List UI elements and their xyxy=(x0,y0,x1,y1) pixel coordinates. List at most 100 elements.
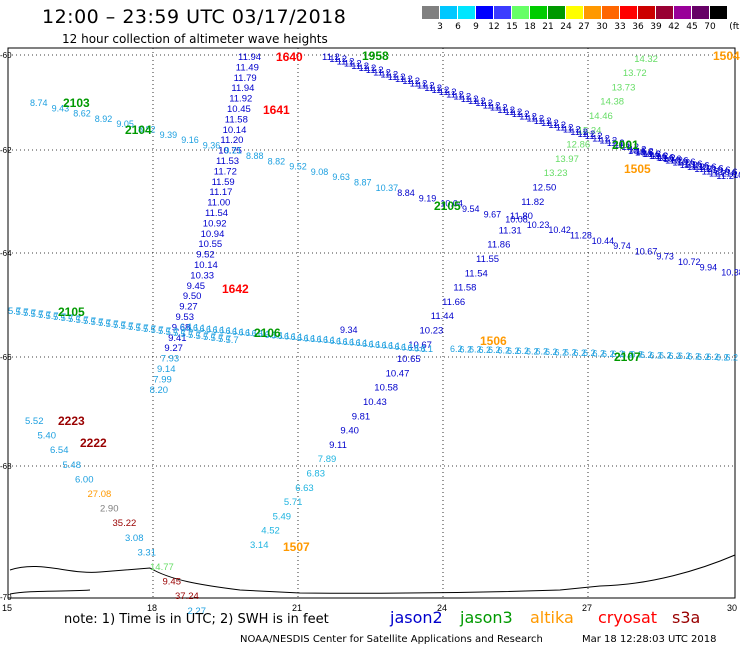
x-tick-label: 18 xyxy=(147,603,157,613)
swh-value: 6.2 xyxy=(602,349,615,359)
swh-value: 11.79 xyxy=(234,73,257,84)
pass-time-label: 2223 xyxy=(58,414,85,428)
pass-time-label: 1505 xyxy=(624,162,651,176)
swh-value: 9.52 xyxy=(196,250,215,261)
swh-value: 11.54 xyxy=(205,208,228,219)
map-subtitle: 12 hour collection of altimeter wave hei… xyxy=(62,32,328,46)
x-tick-label: 27 xyxy=(582,603,592,613)
swh-value: 10.6 xyxy=(726,168,740,179)
swh-value: 11.2 xyxy=(672,158,690,169)
swh-value: 10.6 xyxy=(691,160,710,171)
swh-value: 9.43 xyxy=(52,103,70,113)
swh-value: 11.2 xyxy=(322,52,340,63)
swh-value: 11.2 xyxy=(585,131,603,142)
swh-value: 11.2 xyxy=(694,164,712,175)
pass-time-label: 1641 xyxy=(263,103,290,117)
swh-value: 10.08 xyxy=(505,215,528,225)
y-tick-label: -62 xyxy=(0,146,12,155)
swh-value: 10.14 xyxy=(223,125,247,136)
swh-value: 10.65 xyxy=(397,354,421,365)
swh-value: 6.2 xyxy=(536,347,549,357)
swh-value: 5.7 xyxy=(46,311,59,322)
swh-value: 11.2 xyxy=(475,98,493,109)
swh-value: 10.6 xyxy=(635,148,654,159)
swh-value: 6.1 xyxy=(369,339,382,349)
swh-value: 11.58 xyxy=(453,283,476,294)
swh-value: 6.2 xyxy=(593,349,606,359)
swh-value: 8.84 xyxy=(397,188,415,198)
satellite-legend-jason3: jason3 xyxy=(460,608,513,627)
swh-value: 11.2 xyxy=(534,116,552,127)
swh-value: 10.04 xyxy=(440,199,463,209)
swh-value: 11.66 xyxy=(442,297,465,308)
swh-value: 11.2 xyxy=(687,162,705,173)
swh-value: 5.48 xyxy=(63,460,82,471)
pass-time-label: 1642 xyxy=(222,282,249,296)
swh-value: 11.49 xyxy=(236,62,259,73)
legend-swatch xyxy=(710,6,727,19)
swh-value: 6.1 xyxy=(213,325,226,335)
pass-time-label: 2106 xyxy=(254,326,281,340)
swh-value: 6.1 xyxy=(187,323,200,333)
swh-value: 9.94 xyxy=(700,262,718,272)
x-tick-label: 30 xyxy=(727,603,737,613)
swh-value: 9.40 xyxy=(340,426,359,437)
swh-value: 6.1 xyxy=(206,324,219,334)
swh-value: 11.2 xyxy=(680,160,698,171)
swh-value: 6.2 xyxy=(612,349,625,359)
swh-value: 10.38 xyxy=(721,268,740,278)
swh-value: 9.27 xyxy=(164,343,183,354)
swh-value: 5.7 xyxy=(218,334,231,345)
swh-value: 10.6 xyxy=(670,156,689,167)
swh-value: 6.1 xyxy=(258,329,271,339)
swh-value: 11.54 xyxy=(465,268,488,279)
swh-value: 11.2 xyxy=(636,147,654,158)
swh-value: 37.24 xyxy=(175,591,199,602)
swh-value: 9.63 xyxy=(332,172,350,182)
footnote: note: 1) Time is in UTC; 2) SWH is in fe… xyxy=(64,612,329,627)
swh-value: 8.88 xyxy=(246,151,264,161)
swh-value: 6.1 xyxy=(291,332,304,342)
swh-value: 11.2 xyxy=(417,81,435,92)
swh-value: 10.43 xyxy=(363,397,387,408)
swh-value: 6.2 xyxy=(574,348,587,358)
swh-value: 10.45 xyxy=(227,104,251,115)
pass-time-label: 2105 xyxy=(434,199,461,213)
legend-label: 12 xyxy=(488,22,500,32)
legend-swatch xyxy=(602,6,619,19)
swh-value: 6.1 xyxy=(421,344,434,354)
swh-value: 9.21 xyxy=(224,146,242,156)
swh-value: 6.1 xyxy=(304,333,317,343)
swh-value: 11.2 xyxy=(402,76,420,87)
swh-value: 5.7 xyxy=(8,306,21,317)
swh-value: 11.31 xyxy=(499,225,522,236)
swh-value: 11.2 xyxy=(424,83,442,94)
timestamp: Mar 18 12:28:03 UTC 2018 xyxy=(582,634,717,645)
swh-value: 9.08 xyxy=(311,167,329,177)
swh-value: 14.46 xyxy=(589,111,613,122)
y-tick-label: -66 xyxy=(0,353,12,362)
swh-value: 6.1 xyxy=(323,335,336,345)
swh-value: 11.94 xyxy=(231,83,254,94)
legend-label: 24 xyxy=(560,22,572,32)
legend-label: 36 xyxy=(632,22,644,32)
satellite-legend-cryosat: cryosat xyxy=(598,608,658,627)
swh-value: 6.2 xyxy=(707,352,720,362)
swh-value: 11.2 xyxy=(592,133,610,144)
swh-value: 11.58 xyxy=(225,114,248,125)
swh-value: 6.1 xyxy=(317,335,330,345)
swh-value: 10.94 xyxy=(201,229,225,240)
swh-value: 9.14 xyxy=(157,364,176,375)
swh-value: 5.7 xyxy=(211,333,224,344)
swh-value: 11.2 xyxy=(359,63,377,74)
swh-value: 11.72 xyxy=(214,166,237,177)
swh-value: 11.2 xyxy=(395,74,413,85)
swh-value: 8.74 xyxy=(30,98,48,108)
swh-value: 10.72 xyxy=(678,257,701,267)
swh-value: 6.00 xyxy=(75,474,94,485)
swh-value: 10.14 xyxy=(194,260,218,271)
swh-value: 12.86 xyxy=(566,140,590,151)
swh-value: 10.6 xyxy=(642,149,661,160)
swh-value: 6.1 xyxy=(180,322,193,332)
